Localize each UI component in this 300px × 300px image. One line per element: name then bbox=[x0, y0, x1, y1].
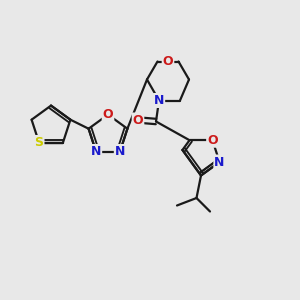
Text: N: N bbox=[154, 94, 164, 107]
Text: N: N bbox=[91, 145, 101, 158]
Text: O: O bbox=[207, 134, 218, 147]
Text: O: O bbox=[163, 55, 173, 68]
Text: O: O bbox=[103, 108, 113, 121]
Text: N: N bbox=[115, 145, 125, 158]
Text: S: S bbox=[34, 136, 43, 149]
Text: O: O bbox=[133, 113, 143, 127]
Text: N: N bbox=[214, 155, 225, 169]
